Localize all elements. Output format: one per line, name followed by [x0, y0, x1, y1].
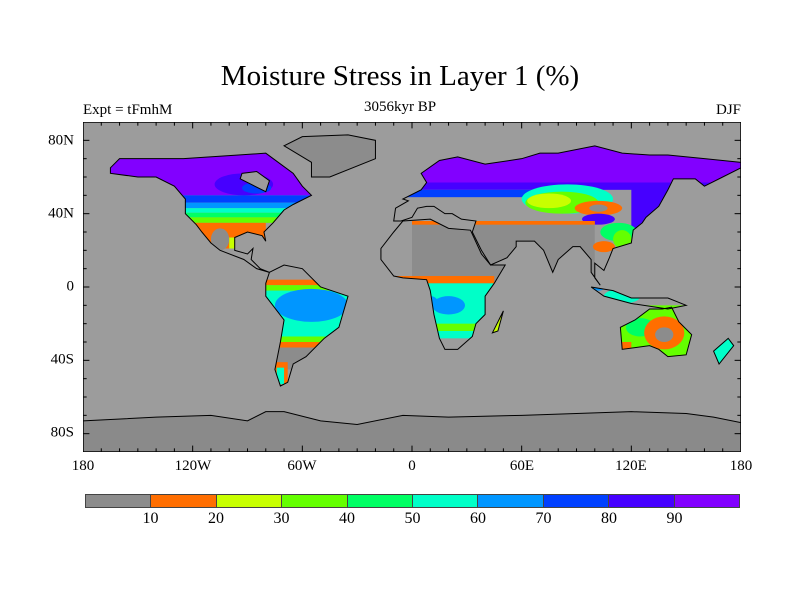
colorbar-box	[609, 495, 675, 507]
colorbar-label: 20	[208, 510, 224, 527]
world-map	[83, 122, 741, 452]
lon-label-120e: 120E	[615, 458, 647, 474]
colorbar-label: 10	[142, 510, 159, 527]
colorbar	[85, 494, 740, 508]
lon-label-60e: 60E	[509, 458, 535, 474]
lat-label-0: 0	[66, 278, 75, 295]
colorbar-box	[282, 495, 348, 507]
antarctica	[83, 412, 741, 452]
lon-label-180e: 180	[729, 458, 753, 474]
colorbar-box	[151, 495, 217, 507]
coastlines	[110, 135, 741, 386]
lat-label-40n: 40N	[48, 205, 74, 222]
colorbar-box	[478, 495, 544, 507]
experiment-label: Expt = tFmhM	[83, 102, 173, 118]
colorbar-label: 70	[535, 510, 552, 527]
lat-label-40s: 40S	[50, 351, 74, 368]
colorbar-label: 50	[404, 510, 421, 527]
plot-title: Moisture Stress in Layer 1 (%)	[220, 60, 580, 92]
colorbar-label: 90	[666, 510, 683, 527]
colorbar-label: 80	[601, 510, 617, 527]
colorbar-box	[347, 495, 414, 507]
lon-label-120w: 120W	[174, 458, 212, 474]
colorbar-box	[216, 495, 283, 507]
lon-label-60w: 60W	[287, 458, 317, 474]
colorbar-label: 60	[470, 510, 486, 527]
time-label: 3056kyr BP	[363, 99, 437, 115]
lon-label-0: 0	[408, 458, 416, 474]
colorbar-box	[543, 495, 610, 507]
colorbar-box	[674, 495, 740, 507]
lat-label-80s: 80S	[50, 424, 74, 441]
season-label: DJF	[715, 102, 741, 118]
lat-label-80n: 80N	[48, 132, 74, 149]
colorbar-label: 40	[339, 510, 355, 527]
lon-label-180w: 180	[71, 458, 95, 474]
colorbar-label: 30	[273, 510, 290, 527]
colorbar-box	[413, 495, 479, 507]
colorbar-box	[86, 495, 152, 507]
